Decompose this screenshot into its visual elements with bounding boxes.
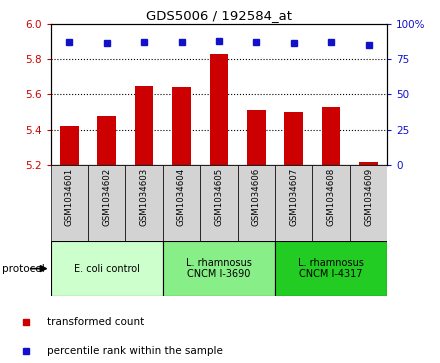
- Text: L. rhamnosus
CNCM I-4317: L. rhamnosus CNCM I-4317: [298, 258, 364, 280]
- Bar: [163, 165, 200, 241]
- Text: GSM1034607: GSM1034607: [289, 167, 298, 226]
- Bar: [51, 241, 163, 296]
- Text: L. rhamnosus
CNCM I-3690: L. rhamnosus CNCM I-3690: [186, 258, 252, 280]
- Bar: [322, 107, 341, 165]
- Bar: [275, 165, 312, 241]
- Text: GSM1034609: GSM1034609: [364, 167, 373, 225]
- Text: percentile rank within the sample: percentile rank within the sample: [47, 346, 223, 356]
- Bar: [163, 241, 275, 296]
- Text: protocol: protocol: [2, 264, 45, 274]
- Bar: [359, 162, 378, 165]
- Bar: [238, 165, 275, 241]
- Title: GDS5006 / 192584_at: GDS5006 / 192584_at: [146, 9, 292, 23]
- Bar: [247, 110, 266, 165]
- Text: GSM1034605: GSM1034605: [214, 167, 224, 226]
- Bar: [125, 165, 163, 241]
- Text: GSM1034604: GSM1034604: [177, 167, 186, 226]
- Text: GSM1034608: GSM1034608: [326, 167, 336, 226]
- Bar: [275, 241, 387, 296]
- Bar: [284, 112, 303, 165]
- Bar: [312, 165, 350, 241]
- Bar: [135, 86, 154, 165]
- Bar: [97, 115, 116, 165]
- Text: GSM1034602: GSM1034602: [102, 167, 111, 226]
- Bar: [60, 126, 79, 165]
- Text: GSM1034606: GSM1034606: [252, 167, 261, 226]
- Text: transformed count: transformed count: [47, 318, 144, 327]
- Bar: [51, 165, 88, 241]
- Text: GSM1034603: GSM1034603: [139, 167, 149, 226]
- Bar: [88, 165, 125, 241]
- Text: E. coli control: E. coli control: [74, 264, 139, 274]
- Bar: [172, 87, 191, 165]
- Bar: [200, 165, 238, 241]
- Bar: [209, 54, 228, 165]
- Bar: [350, 165, 387, 241]
- Text: GSM1034601: GSM1034601: [65, 167, 74, 226]
